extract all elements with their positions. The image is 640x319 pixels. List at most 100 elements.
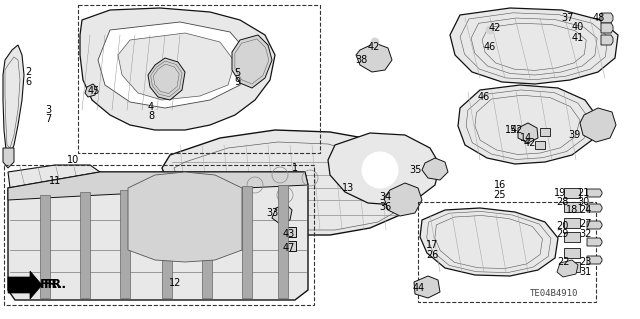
Text: 22: 22 bbox=[557, 257, 570, 267]
Text: 15: 15 bbox=[505, 125, 517, 135]
Polygon shape bbox=[3, 45, 24, 155]
Text: 7: 7 bbox=[45, 114, 51, 124]
Polygon shape bbox=[40, 195, 50, 298]
Text: 34: 34 bbox=[379, 192, 391, 202]
Polygon shape bbox=[232, 35, 272, 88]
Polygon shape bbox=[148, 58, 185, 100]
Text: 36: 36 bbox=[379, 202, 391, 212]
Bar bbox=[78, 5, 320, 153]
Polygon shape bbox=[8, 271, 42, 299]
Polygon shape bbox=[202, 187, 212, 298]
Circle shape bbox=[362, 152, 398, 188]
Polygon shape bbox=[272, 204, 292, 224]
Polygon shape bbox=[587, 189, 602, 197]
Text: 17: 17 bbox=[426, 240, 438, 250]
Text: 20: 20 bbox=[556, 221, 568, 231]
Text: 3: 3 bbox=[45, 105, 51, 115]
Text: 19: 19 bbox=[554, 188, 566, 198]
Polygon shape bbox=[8, 165, 100, 190]
Circle shape bbox=[486, 26, 494, 34]
Text: 47: 47 bbox=[283, 243, 295, 253]
Text: 46: 46 bbox=[478, 92, 490, 102]
Polygon shape bbox=[242, 186, 252, 298]
Text: 29: 29 bbox=[556, 229, 568, 239]
Polygon shape bbox=[278, 185, 288, 298]
Polygon shape bbox=[587, 256, 602, 264]
Polygon shape bbox=[564, 248, 580, 258]
Text: 46: 46 bbox=[484, 42, 496, 52]
Text: 12: 12 bbox=[169, 278, 181, 288]
Text: FR.: FR. bbox=[40, 278, 63, 292]
Polygon shape bbox=[580, 108, 616, 142]
Text: 8: 8 bbox=[148, 111, 154, 121]
Text: TE04B4910: TE04B4910 bbox=[530, 288, 579, 298]
Polygon shape bbox=[120, 190, 130, 298]
Circle shape bbox=[368, 56, 376, 64]
Bar bbox=[418, 202, 596, 302]
Text: 11: 11 bbox=[49, 176, 61, 186]
Text: 42: 42 bbox=[524, 138, 536, 148]
Polygon shape bbox=[587, 238, 602, 246]
Text: 32: 32 bbox=[579, 229, 591, 239]
Polygon shape bbox=[98, 22, 250, 108]
Polygon shape bbox=[540, 128, 550, 136]
Circle shape bbox=[371, 38, 379, 46]
Text: 30: 30 bbox=[577, 197, 589, 207]
Polygon shape bbox=[535, 141, 545, 149]
Text: 37: 37 bbox=[561, 13, 573, 23]
Bar bbox=[4, 165, 314, 305]
Text: 2: 2 bbox=[25, 67, 31, 77]
Text: 31: 31 bbox=[579, 267, 591, 277]
Polygon shape bbox=[564, 232, 580, 242]
Text: 33: 33 bbox=[266, 208, 278, 218]
Polygon shape bbox=[587, 221, 602, 229]
Polygon shape bbox=[564, 262, 580, 272]
Polygon shape bbox=[3, 148, 14, 168]
Polygon shape bbox=[328, 133, 440, 205]
Text: 10: 10 bbox=[67, 155, 79, 165]
Text: 13: 13 bbox=[342, 183, 354, 193]
Polygon shape bbox=[80, 192, 90, 298]
Text: 42: 42 bbox=[489, 23, 501, 33]
Polygon shape bbox=[450, 8, 618, 84]
Polygon shape bbox=[601, 23, 613, 33]
Text: 38: 38 bbox=[355, 55, 367, 65]
Polygon shape bbox=[356, 43, 392, 72]
Text: 44: 44 bbox=[413, 283, 425, 293]
Text: 14: 14 bbox=[520, 133, 532, 143]
Polygon shape bbox=[564, 202, 580, 212]
Polygon shape bbox=[601, 35, 613, 45]
Text: 41: 41 bbox=[572, 33, 584, 43]
Text: 1: 1 bbox=[292, 163, 298, 173]
Polygon shape bbox=[80, 8, 275, 130]
Polygon shape bbox=[587, 204, 602, 212]
Polygon shape bbox=[384, 183, 422, 216]
Text: 24: 24 bbox=[579, 205, 591, 215]
Text: 27: 27 bbox=[579, 219, 591, 229]
Polygon shape bbox=[162, 188, 172, 298]
Text: 48: 48 bbox=[593, 13, 605, 23]
Text: 21: 21 bbox=[577, 188, 589, 198]
Text: 40: 40 bbox=[572, 22, 584, 32]
Polygon shape bbox=[601, 13, 613, 23]
Text: 42: 42 bbox=[368, 42, 380, 52]
Text: 23: 23 bbox=[579, 257, 591, 267]
Polygon shape bbox=[458, 85, 598, 164]
Polygon shape bbox=[85, 84, 97, 97]
Text: 9: 9 bbox=[234, 77, 240, 87]
Text: 43: 43 bbox=[283, 229, 295, 239]
Text: 25: 25 bbox=[493, 190, 506, 200]
Polygon shape bbox=[564, 188, 580, 198]
Text: 18: 18 bbox=[566, 205, 578, 215]
Text: 5: 5 bbox=[234, 68, 240, 78]
Polygon shape bbox=[8, 172, 308, 200]
Text: 26: 26 bbox=[426, 250, 438, 260]
Text: FR.: FR. bbox=[44, 278, 67, 292]
Polygon shape bbox=[420, 208, 558, 276]
Text: 28: 28 bbox=[556, 197, 568, 207]
Polygon shape bbox=[284, 241, 296, 251]
Text: 16: 16 bbox=[494, 180, 506, 190]
Polygon shape bbox=[8, 172, 308, 300]
Polygon shape bbox=[564, 218, 580, 228]
Text: 6: 6 bbox=[25, 77, 31, 87]
